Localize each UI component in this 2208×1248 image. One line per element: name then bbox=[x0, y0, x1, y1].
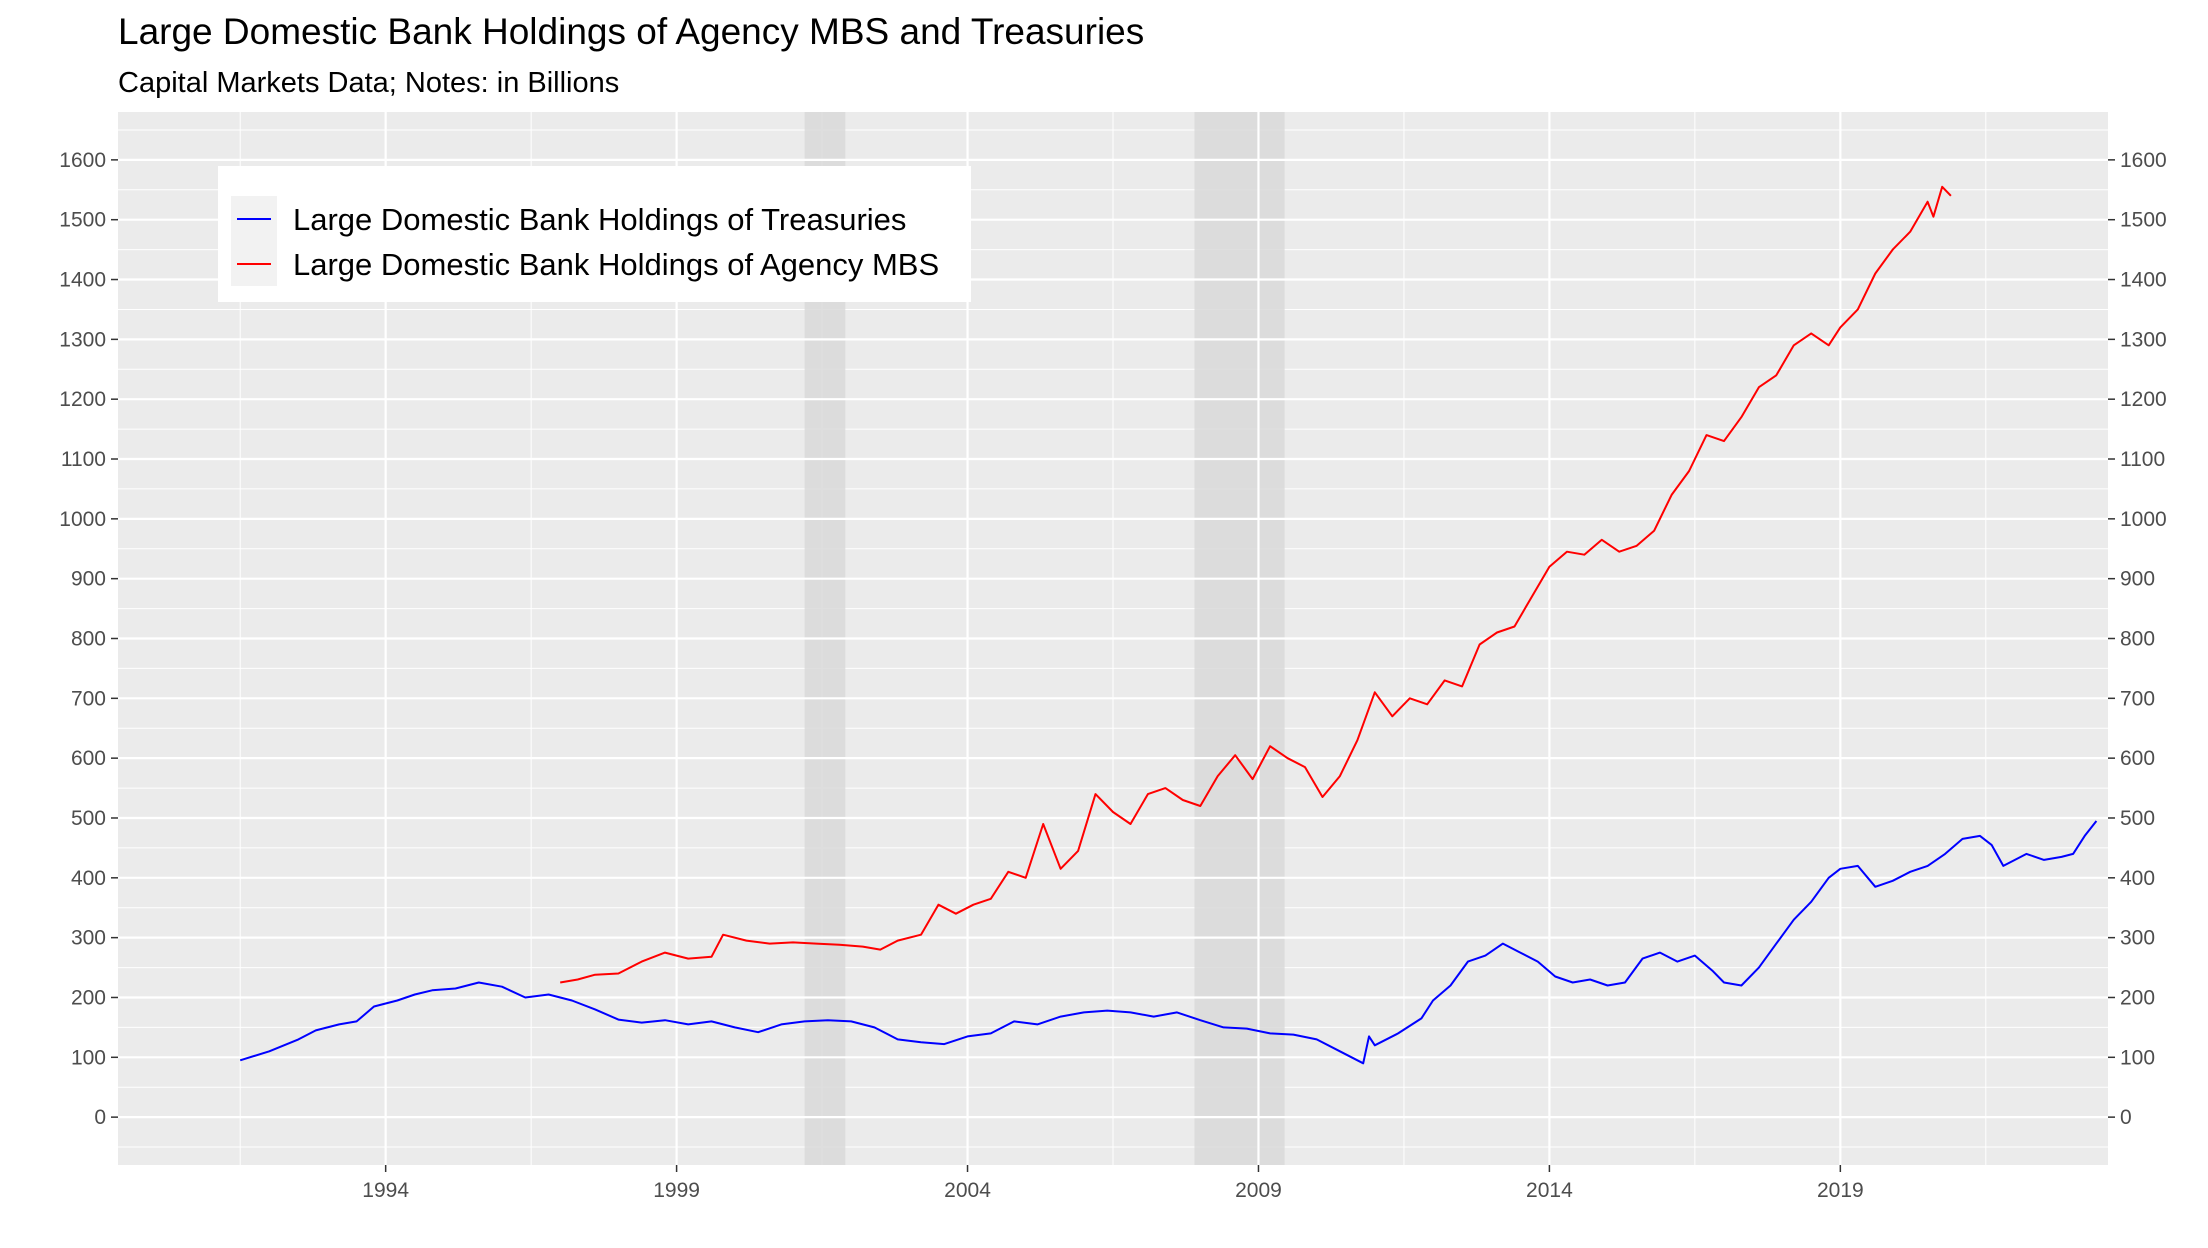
y-tick-label-left: 700 bbox=[71, 687, 106, 710]
y-tick-label-right: 0 bbox=[2120, 1106, 2132, 1129]
y-tick-label-left: 1500 bbox=[59, 209, 106, 232]
y-tick-label-right: 1500 bbox=[2120, 209, 2167, 232]
grid-minor-y bbox=[118, 129, 2108, 1148]
y-tick-label-right: 500 bbox=[2120, 807, 2155, 830]
y-tick-label-left: 1300 bbox=[59, 328, 106, 351]
legend-label-mbs: Large Domestic Bank Holdings of Agency M… bbox=[293, 247, 939, 282]
y-tick-label-left: 1100 bbox=[61, 448, 106, 471]
y-tick-label-left: 200 bbox=[71, 986, 106, 1009]
x-tick-label: 2014 bbox=[1526, 1179, 1573, 1202]
y-tick-label-left: 100 bbox=[71, 1046, 106, 1069]
y-tick-label-right: 200 bbox=[2120, 986, 2155, 1009]
y-tick-label-right: 700 bbox=[2120, 687, 2155, 710]
y-tick-label-left: 300 bbox=[71, 927, 106, 950]
x-tick-label: 2004 bbox=[944, 1179, 991, 1202]
legend: Large Domestic Bank Holdings of Treasuri… bbox=[218, 166, 971, 302]
y-tick-label-right: 1200 bbox=[2120, 388, 2167, 411]
y-tick-label-right: 1000 bbox=[2120, 508, 2167, 531]
y-tick-label-left: 0 bbox=[94, 1106, 106, 1129]
y-tick-label-left: 800 bbox=[71, 628, 106, 651]
y-tick-label-right: 1400 bbox=[2120, 269, 2167, 292]
x-tick-label: 1994 bbox=[362, 1179, 409, 1202]
y-tick-label-right: 800 bbox=[2120, 628, 2155, 651]
x-tick-label: 2019 bbox=[1817, 1179, 1864, 1202]
series-lines bbox=[239, 185, 2098, 1065]
series-line-mbs bbox=[560, 185, 1952, 984]
y-axis-left: 0 100 200 300 400 500 600 700 800 900 1000 1100 1200… bbox=[59, 149, 118, 1129]
grid-major-y bbox=[118, 158, 2108, 1119]
y-tick-label-left: 1200 bbox=[59, 388, 106, 411]
legend-box bbox=[218, 166, 971, 302]
x-tick-label: 1999 bbox=[653, 1179, 700, 1202]
y-tick-label-left: 1600 bbox=[59, 149, 106, 172]
y-tick-label-left: 500 bbox=[71, 807, 106, 830]
y-tick-label-right: 1100 bbox=[2120, 448, 2165, 471]
y-tick-label-left: 600 bbox=[71, 747, 106, 770]
x-axis: 1994 1999 2004 2009 2014 2019 bbox=[362, 1165, 1864, 1202]
y-tick-label-right: 400 bbox=[2120, 867, 2155, 890]
y-tick-label-left: 900 bbox=[71, 568, 106, 591]
y-tick-label-right: 1300 bbox=[2120, 328, 2167, 351]
y-tick-label-right: 100 bbox=[2120, 1046, 2155, 1069]
chart-subtitle: Capital Markets Data; Notes: in Billions bbox=[118, 67, 619, 99]
y-axis-right: 0 100 200 300 400 500 600 700 800 900 1000 1100 1200… bbox=[2108, 149, 2167, 1129]
y-tick-label-right: 300 bbox=[2120, 927, 2155, 950]
x-tick-label: 2009 bbox=[1235, 1179, 1282, 1202]
y-tick-label-right: 900 bbox=[2120, 568, 2155, 591]
y-tick-label-right: 600 bbox=[2120, 747, 2155, 770]
y-tick-label-left: 1400 bbox=[59, 269, 106, 292]
chart-title: Large Domestic Bank Holdings of Agency M… bbox=[118, 11, 1144, 52]
series-line-treasuries bbox=[239, 820, 2098, 1065]
y-tick-label-left: 1000 bbox=[59, 508, 106, 531]
y-tick-label-right: 1600 bbox=[2120, 149, 2167, 172]
legend-label-treasuries: Large Domestic Bank Holdings of Treasuri… bbox=[293, 202, 906, 237]
y-tick-label-left: 400 bbox=[71, 867, 106, 890]
